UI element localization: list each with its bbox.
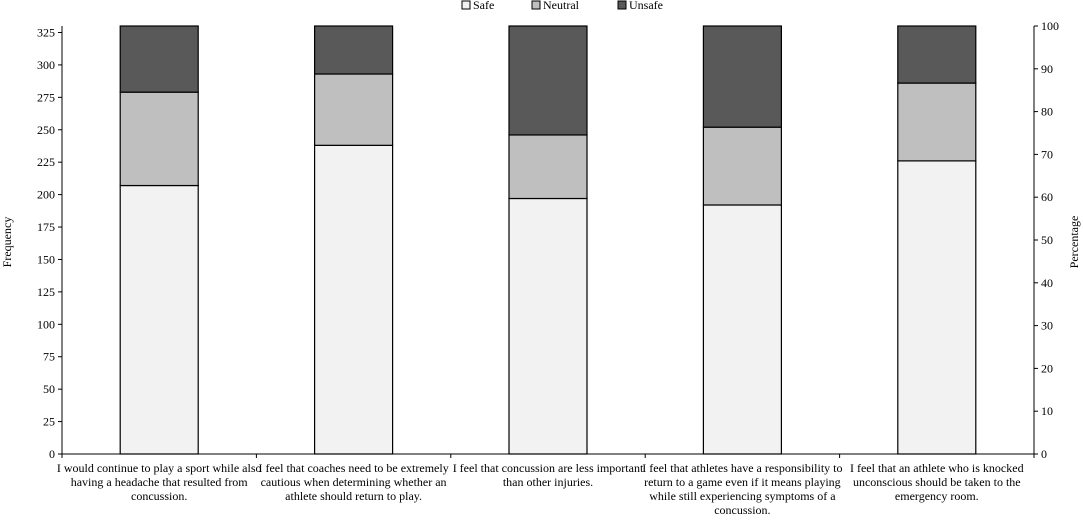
- category-label: I feel that concussion are less importan…: [452, 461, 644, 489]
- y2-tick-label: 60: [1041, 190, 1053, 204]
- y2-tick-label: 10: [1041, 404, 1053, 418]
- bar-neutral-4: [702, 126, 783, 206]
- legend-swatch-neutral: [531, 0, 541, 10]
- y-tick-label: 225: [37, 155, 55, 169]
- category-label: I feel that athletes have a responsibili…: [642, 461, 843, 517]
- y2-axis-title: Percentage: [1067, 216, 1081, 269]
- y-tick-label: 150: [37, 252, 55, 266]
- bar-unsafe-5: [897, 25, 977, 84]
- y2-tick-label: 30: [1041, 319, 1053, 333]
- y-tick-label: 250: [37, 123, 55, 137]
- bar-unsafe-2: [314, 25, 394, 75]
- bar-neutral-5: [897, 82, 977, 162]
- bar-unsafe-3: [508, 25, 588, 136]
- legend-label-neutral: Neutral: [543, 0, 580, 12]
- bars: [119, 25, 977, 455]
- y-tick-label: 275: [37, 90, 55, 104]
- y-tick-label: 100: [37, 317, 55, 331]
- y-tick-label: 75: [43, 350, 55, 364]
- legend: Safe Neutral Unsafe: [461, 0, 663, 12]
- y-axis-title: Frequency: [0, 217, 14, 268]
- legend-label-safe: Safe: [473, 0, 494, 12]
- y2-tick-label: 70: [1041, 147, 1053, 161]
- legend-swatch-unsafe: [617, 0, 627, 10]
- bar-neutral-1: [119, 91, 199, 187]
- bar-safe-1: [119, 184, 199, 455]
- y-tick-label: 300: [37, 58, 55, 72]
- bar-neutral-2: [314, 73, 394, 146]
- bar-unsafe-1: [119, 25, 199, 93]
- y2-tick-label: 90: [1041, 62, 1053, 76]
- category-label: I feel that coaches need to be extremely…: [258, 461, 449, 503]
- y2-tick-label: 0: [1041, 447, 1047, 461]
- bar-unsafe-4: [702, 25, 783, 128]
- category-label: I feel that an athlete who is knocked un…: [849, 461, 1024, 503]
- y-tick-label: 175: [37, 220, 55, 234]
- y2-tick-label: 40: [1041, 276, 1053, 290]
- y2-tick-label: 100: [1041, 19, 1059, 33]
- y-tick-label: 0: [49, 447, 55, 461]
- legend-label-unsafe: Unsafe: [629, 0, 663, 12]
- bar-safe-2: [314, 144, 394, 455]
- y-tick-label: 200: [37, 188, 55, 202]
- y-tick-label: 325: [37, 25, 55, 39]
- y2-tick-label: 80: [1041, 105, 1053, 119]
- y-tick-label: 25: [43, 415, 55, 429]
- bar-safe-5: [897, 160, 977, 455]
- y-tick-label: 125: [37, 285, 55, 299]
- bar-safe-4: [702, 204, 783, 455]
- legend-swatch-safe: [461, 0, 471, 10]
- y2-tick-label: 50: [1041, 233, 1053, 247]
- axes: 0 25 50 75 100 125 150 175 200 225 250 275 300 325 0 10…: [37, 19, 1059, 461]
- y-tick-label: 50: [43, 382, 55, 396]
- bar-safe-3: [508, 197, 588, 455]
- y2-tick-label: 20: [1041, 361, 1053, 375]
- bar-neutral-3: [508, 134, 588, 200]
- category-label: I would continue to play a sport while a…: [56, 461, 262, 503]
